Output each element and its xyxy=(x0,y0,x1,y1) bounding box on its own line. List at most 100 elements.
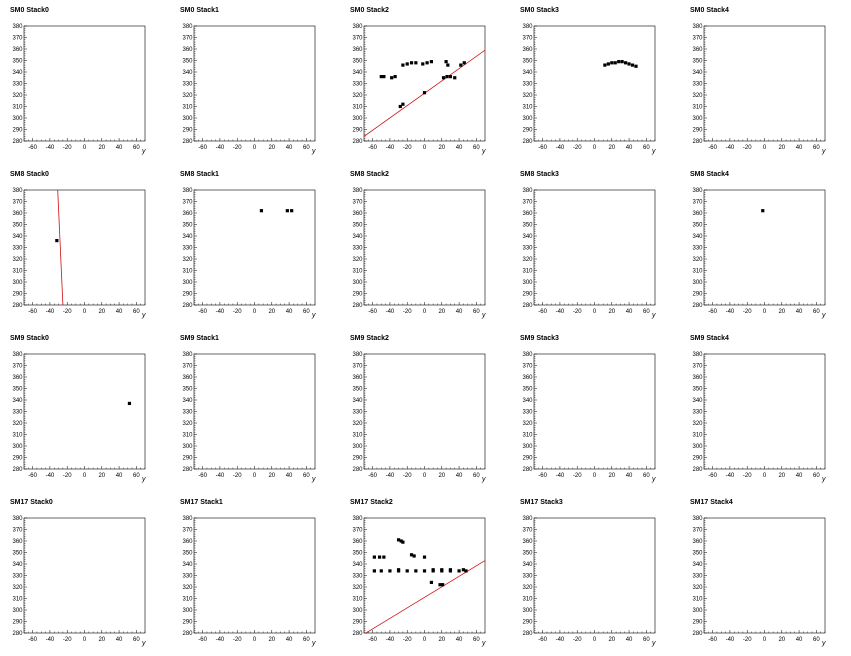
x-tick-label: -20 xyxy=(233,309,242,315)
x-tick-label: -60 xyxy=(538,637,547,643)
x-axis-label: y xyxy=(141,148,146,155)
data-point xyxy=(448,568,453,572)
y-tick-label: 320 xyxy=(182,421,193,427)
y-tick-label: 320 xyxy=(522,421,533,427)
y-tick-label: 360 xyxy=(522,211,533,217)
y-tick-label: 310 xyxy=(12,433,23,439)
y-tick-label: 370 xyxy=(352,200,363,206)
y-tick-label: 330 xyxy=(352,410,363,416)
y-tick-label: 300 xyxy=(692,444,703,450)
chart-panel: SM8 Stack4 280 290 300 310 320 330 340 350 360 370… xyxy=(680,164,850,328)
y-tick-label: 330 xyxy=(12,574,23,580)
y-tick-label: 310 xyxy=(522,269,533,275)
y-tick-label: 370 xyxy=(522,200,533,206)
y-tick-label: 290 xyxy=(522,456,533,462)
x-tick-label: 0 xyxy=(83,309,87,315)
data-point xyxy=(382,555,386,559)
x-tick-label: 40 xyxy=(116,473,123,479)
x-tick-label: 0 xyxy=(423,473,427,479)
x-tick-label: 60 xyxy=(643,637,650,643)
chart-panel: SM17 Stack0 280 290 300 310 320 330 340 350 360 37… xyxy=(0,492,170,656)
x-tick-label: -40 xyxy=(386,309,395,315)
y-tick-label: 360 xyxy=(352,539,363,545)
data-point xyxy=(422,569,427,573)
plot-svg: 280 290 300 310 320 330 340 350 360 370 380 -60 -40 -… xyxy=(522,352,656,483)
data-point xyxy=(396,538,401,542)
x-axis-label: y xyxy=(141,312,146,319)
data-point xyxy=(259,209,264,213)
y-tick-label: 370 xyxy=(182,200,193,206)
y-tick-label: 280 xyxy=(692,139,703,145)
y-tick-label: 350 xyxy=(352,59,363,65)
y-tick-label: 350 xyxy=(692,59,703,65)
y-tick-label: 300 xyxy=(12,116,23,122)
data-point xyxy=(127,401,132,406)
y-tick-label: 380 xyxy=(352,24,363,30)
y-tick-label: 360 xyxy=(522,539,533,545)
x-tick-label: -60 xyxy=(538,309,547,315)
y-tick-label: 320 xyxy=(692,93,703,99)
x-tick-label: 40 xyxy=(796,473,803,479)
y-tick-label: 340 xyxy=(12,234,23,240)
x-tick-label: 60 xyxy=(473,637,480,643)
data-point xyxy=(405,569,409,573)
y-tick-label: 280 xyxy=(352,303,363,309)
x-tick-label: -20 xyxy=(63,637,72,643)
y-tick-label: 370 xyxy=(182,528,193,534)
y-tick-label: 340 xyxy=(522,562,533,568)
y-tick-label: 330 xyxy=(522,410,533,416)
y-tick-label: 380 xyxy=(522,188,533,194)
x-tick-label: -20 xyxy=(403,637,412,643)
x-tick-label: -40 xyxy=(386,637,395,643)
y-tick-label: 370 xyxy=(522,528,533,534)
x-tick-label: 20 xyxy=(98,309,105,315)
y-tick-label: 310 xyxy=(12,269,23,275)
y-tick-label: 380 xyxy=(12,24,23,30)
y-tick-label: 290 xyxy=(352,292,363,298)
x-tick-label: -20 xyxy=(573,637,582,643)
chart-panel: SM8 Stack3 280 290 300 310 320 330 340 350 360 370… xyxy=(510,164,680,328)
chart-title: SM0 Stack4 xyxy=(690,7,729,14)
y-tick-label: 310 xyxy=(692,597,703,603)
y-tick-label: 290 xyxy=(12,128,23,134)
plot-data xyxy=(259,209,294,213)
x-tick-label: 60 xyxy=(643,473,650,479)
x-axis-label: y xyxy=(311,148,316,155)
data-point xyxy=(290,209,294,213)
plot-data xyxy=(127,401,132,406)
plot-svg: 280 290 300 310 320 330 340 350 360 370 380 -60 -40 -… xyxy=(692,516,826,647)
x-tick-label: 40 xyxy=(116,309,123,315)
plot-svg: 280 290 300 310 320 330 340 350 360 370 380 -60 -40 -… xyxy=(692,24,826,155)
y-tick-label: 350 xyxy=(12,551,23,557)
y-tick-label: 380 xyxy=(182,516,193,522)
y-tick-label: 350 xyxy=(182,551,193,557)
x-tick-label: -40 xyxy=(46,637,55,643)
x-tick-label: 60 xyxy=(133,145,140,151)
y-tick-label: 320 xyxy=(182,93,193,99)
x-tick-label: 60 xyxy=(133,309,140,315)
plot-frame xyxy=(703,517,826,634)
x-tick-label: 40 xyxy=(456,637,463,643)
data-point xyxy=(431,568,435,572)
x-tick-label: -20 xyxy=(63,145,72,151)
data-point xyxy=(441,583,445,587)
plot-data xyxy=(603,60,638,68)
x-tick-label: 0 xyxy=(83,637,87,643)
x-axis-label: y xyxy=(821,640,826,647)
data-point xyxy=(377,555,382,559)
y-tick-label: 370 xyxy=(12,528,23,534)
y-tick-label: 280 xyxy=(352,467,363,473)
y-tick-label: 280 xyxy=(352,139,363,145)
y-tick-label: 350 xyxy=(692,387,703,393)
y-tick-label: 340 xyxy=(12,398,23,404)
plot-frame xyxy=(23,25,146,142)
x-tick-label: 60 xyxy=(303,309,310,315)
y-tick-label: 320 xyxy=(352,93,363,99)
chart-panel: SM9 Stack2 280 290 300 310 320 330 340 350 360 370… xyxy=(340,328,510,492)
x-tick-label: 20 xyxy=(268,145,275,151)
y-tick-label: 290 xyxy=(692,620,703,626)
y-tick-label: 330 xyxy=(352,246,363,252)
x-tick-label: -60 xyxy=(28,309,37,315)
x-tick-label: -20 xyxy=(743,637,752,643)
x-tick-label: 20 xyxy=(98,473,105,479)
